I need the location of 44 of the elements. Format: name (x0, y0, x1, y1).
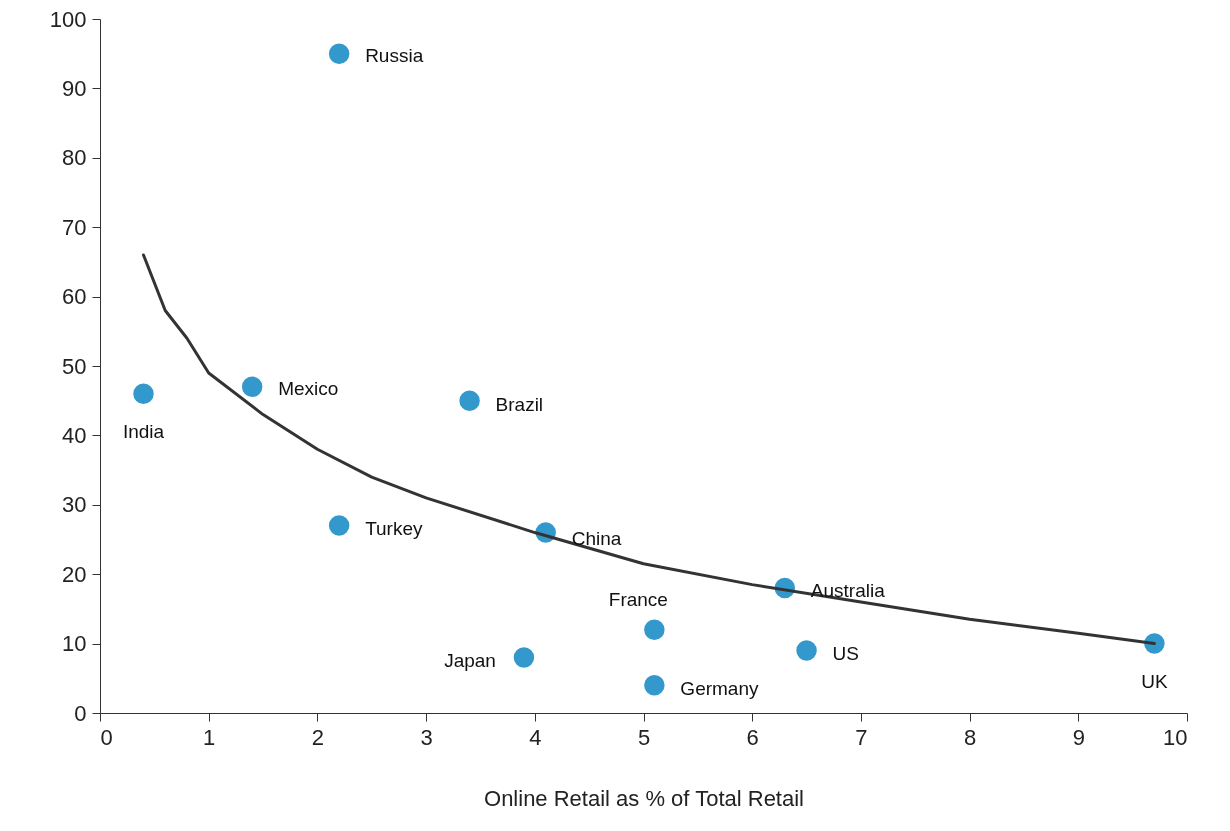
point (133, 383, 154, 404)
point (459, 390, 480, 411)
annotation: UK (1141, 670, 1168, 692)
annotation: US (832, 642, 859, 664)
y-tick-label: 10 (62, 631, 87, 657)
annotation: India (122, 420, 165, 442)
annotation: Brazil (495, 393, 544, 415)
y-tick-label: 100 (49, 6, 87, 32)
point (328, 43, 350, 64)
y-tick-label: 20 (62, 561, 87, 587)
y-tick-label: 50 (62, 353, 87, 379)
x-tick-label: 2 (311, 724, 325, 750)
annotation: France (608, 588, 668, 610)
annotation: Turkey (365, 517, 423, 539)
x-tick-label: 6 (746, 724, 759, 750)
x-tick-label: 0 (100, 724, 113, 750)
point (328, 515, 350, 536)
y-tick-label: 90 (62, 75, 87, 101)
x-tick-label: 10 (1163, 724, 1188, 750)
point (644, 675, 665, 696)
y-tick-label: 30 (62, 492, 87, 518)
y-tick-label: 0 (74, 700, 87, 726)
point (644, 619, 665, 640)
x-tick-label: 5 (637, 724, 651, 750)
y-tick-label: 80 (62, 145, 87, 171)
x-axis-title: Online Retail as % of Total Retail (484, 785, 804, 811)
y-tick-label: 40 (62, 422, 87, 448)
y-tick-label: 70 (62, 214, 87, 240)
x-tick-label: 8 (963, 724, 977, 750)
annotation: China (571, 527, 622, 549)
annotation: Germany (680, 678, 759, 700)
y-tick-label: 60 (62, 284, 87, 310)
point (241, 376, 263, 398)
x-tick-label: 1 (203, 724, 216, 750)
x-tick-label: 4 (529, 724, 542, 750)
annotation: Australia (810, 580, 886, 602)
x-tick-label: 3 (420, 724, 433, 750)
x-tick-label: 7 (855, 724, 868, 750)
annotation: Russia (365, 44, 424, 66)
point (796, 640, 817, 661)
annotation: Japan (444, 650, 496, 672)
x-tick-label: 9 (1072, 724, 1085, 750)
annotation: Mexico (278, 377, 339, 399)
point (513, 647, 535, 668)
